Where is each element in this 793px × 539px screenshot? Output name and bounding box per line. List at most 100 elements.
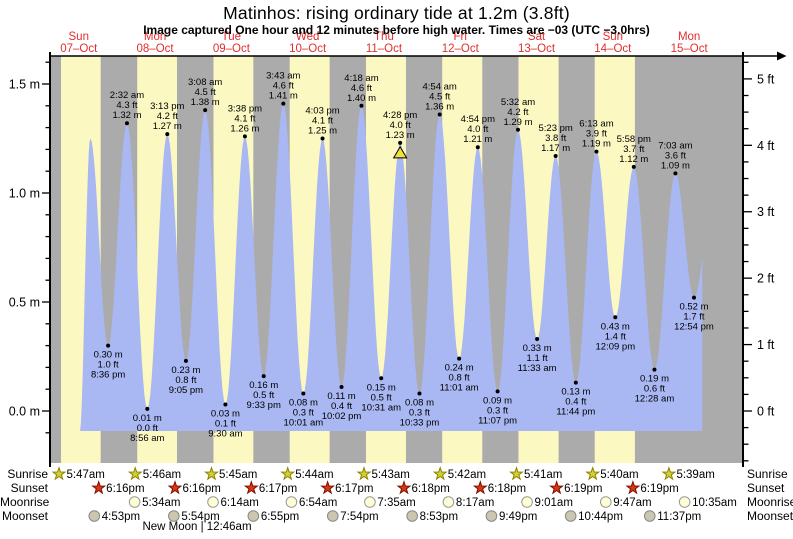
- sunset-icon: [91, 480, 107, 495]
- moonset-icon: [88, 510, 101, 522]
- date-label: 13–Oct: [518, 43, 556, 55]
- date-label: 11–Oct: [366, 43, 403, 55]
- sunrise-icon: [127, 466, 143, 481]
- low-tide-time: 10:31 am: [361, 402, 401, 413]
- high-tide-metres: 1.38 m: [191, 97, 220, 108]
- high-tide-dot: [281, 101, 286, 106]
- date-label: 10–Oct: [289, 43, 327, 55]
- sunrise-icon: [356, 466, 372, 481]
- moonset-icon: [406, 510, 418, 522]
- day-label: Sun: [603, 31, 623, 43]
- low-tide-metres: 0.13 m: [561, 387, 590, 398]
- low-tide-metres: 0.09 m: [483, 395, 512, 406]
- low-tide-time: 10:01 am: [284, 418, 324, 429]
- low-tide-metres: 0.11 m: [327, 391, 355, 402]
- low-tide-time: 10:33 pm: [400, 418, 440, 429]
- low-tide-metres: 0.30 m: [94, 350, 123, 361]
- low-tide-dot: [183, 358, 188, 363]
- low-tide-time: 12:09 pm: [596, 341, 636, 352]
- moonrise-time: 7:35am: [377, 497, 415, 509]
- low-tide-feet: 0.5 ft: [253, 390, 274, 401]
- day-label: Sun: [69, 31, 89, 43]
- low-tide-time: 8:56 am: [130, 433, 164, 444]
- high-tide-metres: 1.40 m: [347, 93, 376, 104]
- low-tide-time: 11:01 am: [440, 383, 479, 394]
- high-tide-time: 5:58 pm: [617, 134, 651, 145]
- moonset-icon: [168, 510, 180, 522]
- low-tide-feet: 0.6 ft: [644, 384, 665, 395]
- low-tide-metres: 0.33 m: [523, 343, 552, 354]
- chart-subtitle: Image captured One hour and 12 minutes b…: [143, 23, 650, 37]
- sunrise-row-label-right: Sunrise: [747, 467, 788, 481]
- moonrise-icon: [285, 496, 298, 508]
- high-tide-feet: 4.0 ft: [467, 124, 488, 135]
- high-tide-dot: [553, 153, 558, 158]
- moonset-time: 5:54pm: [181, 511, 219, 523]
- moonrise-time: 6:54am: [299, 497, 337, 509]
- high-tide-dot: [124, 121, 129, 126]
- sunset-icon: [243, 480, 259, 495]
- date-label: 09–Oct: [213, 43, 251, 55]
- high-tide-metres: 1.19 m: [582, 139, 611, 150]
- low-tide-metres: 0.08 m: [405, 398, 434, 409]
- moonrise-row-label-right: Moonrise: [747, 495, 793, 509]
- moonrise-icon: [678, 496, 691, 508]
- high-tide-feet: 3.7 ft: [623, 144, 644, 155]
- day-label: Wed: [296, 31, 319, 43]
- ft-tick-label: 4 ft: [757, 139, 775, 153]
- high-tide-dot: [594, 149, 599, 154]
- day-label: Mon: [678, 31, 700, 43]
- sunset-row-label-left: Sunset: [10, 481, 48, 495]
- high-tide-dot: [320, 136, 325, 141]
- sunrise-time: 5:40am: [600, 469, 638, 481]
- day-label: Fri: [454, 31, 467, 43]
- m-tick-label: 1.0 m: [9, 187, 40, 201]
- sunrise-icon: [509, 466, 524, 481]
- sunset-time: 6:19pm: [640, 483, 678, 495]
- sunrise-time: 5:42am: [448, 469, 486, 481]
- high-tide-metres: 1.23 m: [386, 130, 415, 141]
- high-tide-feet: 4.3 ft: [116, 100, 137, 111]
- low-tide-dot: [457, 356, 462, 361]
- low-tide-time: 11:07 pm: [478, 415, 517, 426]
- sunset-time: 6:18pm: [411, 483, 449, 495]
- high-tide-metres: 1.09 m: [661, 160, 690, 171]
- low-tide-dot: [691, 295, 696, 300]
- top-axis-arrow: [777, 51, 787, 61]
- high-tide-feet: 4.1 ft: [312, 116, 333, 127]
- low-tide-dot: [417, 391, 422, 396]
- sunrise-time: 5:41am: [524, 469, 562, 481]
- low-tide-feet: 0.0 ft: [137, 423, 158, 434]
- low-tide-time: 8:36 pm: [91, 370, 125, 381]
- moonset-time: 4:53pm: [102, 511, 140, 523]
- high-tide-metres: 1.27 m: [153, 121, 182, 132]
- sunset-time: 6:19pm: [564, 483, 602, 495]
- high-tide-time: 4:18 am: [344, 73, 378, 84]
- sunrise-time: 5:47am: [67, 469, 105, 481]
- low-tide-feet: 0.4 ft: [331, 401, 352, 412]
- ft-tick-label: 0 ft: [757, 405, 775, 419]
- low-tide-metres: 0.03 m: [211, 408, 240, 419]
- day-label: Sat: [528, 31, 546, 43]
- moonrise-time: 5:34am: [142, 497, 180, 509]
- low-tide-dot: [652, 367, 657, 372]
- moonrise-time: 9:47am: [613, 497, 651, 509]
- high-tide-metres: 1.26 m: [230, 123, 259, 134]
- m-tick-label: 0.0 m: [9, 405, 40, 419]
- low-tide-feet: 0.3 ft: [409, 408, 430, 419]
- low-tide-metres: 0.43 m: [601, 321, 630, 332]
- low-tide-feet: 1.1 ft: [527, 353, 548, 364]
- day-label: Thu: [374, 31, 394, 43]
- low-tide-dot: [145, 406, 150, 411]
- moonrise-time: 10:35am: [692, 497, 737, 509]
- sunrise-time: 5:46am: [143, 469, 181, 481]
- low-tide-metres: 0.23 m: [171, 365, 200, 376]
- high-tide-feet: 4.5 ft: [429, 92, 450, 103]
- moonset-row-label-left: Moonset: [1, 509, 48, 523]
- sunrise-icon: [661, 466, 677, 481]
- sunset-time: 6:16pm: [106, 483, 144, 495]
- high-tide-dot: [631, 164, 636, 169]
- sunrise-icon: [204, 466, 219, 481]
- sunrise-time: 5:44am: [295, 469, 333, 481]
- high-tide-time: 4:28 pm: [383, 110, 417, 121]
